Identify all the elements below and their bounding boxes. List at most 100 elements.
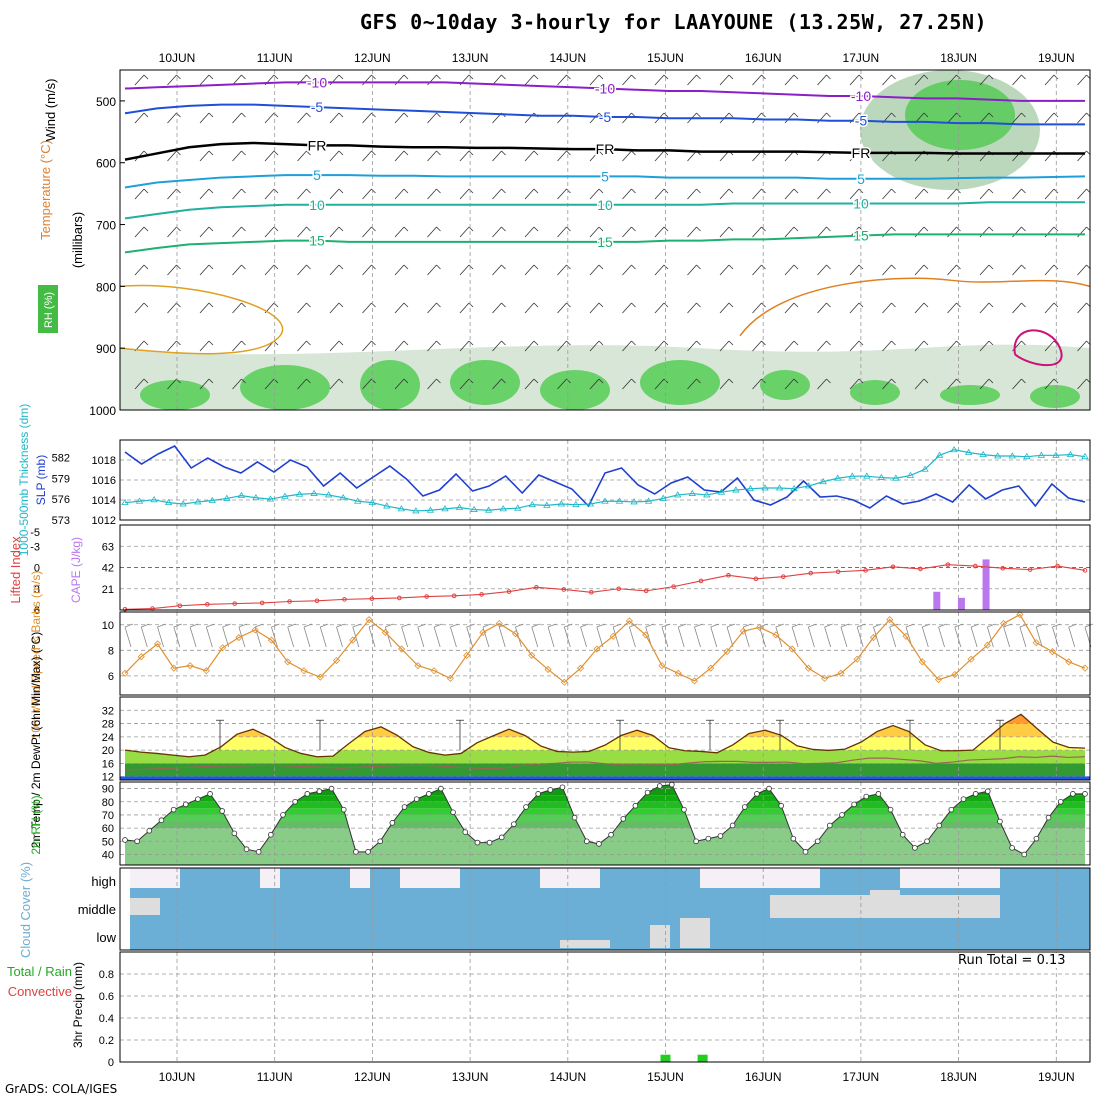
wind-barb — [817, 302, 827, 314]
temp-tick-28: 28 — [102, 719, 114, 731]
wind-barb — [1044, 264, 1055, 276]
wind-barb-flag — [208, 74, 214, 80]
wind-barb-flag — [1021, 378, 1026, 384]
axis-label: SLP (mb) — [34, 455, 48, 505]
wind-barb-flag — [338, 150, 344, 156]
thickness-point — [921, 465, 929, 472]
thickness-point — [266, 495, 275, 502]
wind-barb — [914, 188, 925, 200]
wind-speed-point — [1032, 639, 1040, 647]
wind-barb-flag — [468, 74, 474, 80]
rh-shade-green — [360, 360, 420, 410]
wind-barb-flag — [891, 188, 896, 194]
wind-barb-flag — [273, 264, 279, 270]
wind-speed-point — [625, 617, 633, 625]
wind-barb-flag — [857, 623, 866, 628]
wind-barb — [654, 226, 665, 238]
wind-barb — [264, 112, 275, 124]
wind-barb-flag — [385, 623, 394, 628]
wind-speed-point — [1000, 619, 1008, 628]
cloud-high-clear — [350, 868, 370, 888]
cloud-level-high: high — [91, 874, 116, 889]
wind-barb — [1012, 378, 1022, 390]
wind-barb-flag — [434, 623, 443, 628]
rh-point — [377, 838, 383, 845]
rh-point — [413, 796, 420, 802]
wind-barb — [329, 378, 340, 390]
rh-point — [219, 808, 226, 814]
wind-barb-flag — [1052, 623, 1061, 628]
wind-barb-flag — [306, 150, 311, 156]
thickness-point — [746, 484, 755, 492]
wind-barb — [329, 302, 340, 314]
rh-point — [681, 806, 687, 813]
top-date-13JUN: 13JUN — [452, 51, 489, 65]
wind-speed-point — [788, 645, 796, 653]
wind-barb-flag — [241, 150, 246, 156]
wind-barb-flag — [336, 623, 345, 628]
wind-barb — [1035, 626, 1043, 648]
wind-speed-point — [853, 655, 861, 663]
wind-barb — [459, 226, 470, 238]
rh-point — [790, 835, 797, 842]
wind-barb — [622, 112, 632, 124]
wind-barb — [492, 264, 502, 276]
wind-barb — [199, 188, 210, 200]
rh-point — [717, 833, 724, 839]
wind-speed-point — [1065, 658, 1073, 666]
rh-point — [511, 821, 517, 827]
wind-barb-flag — [891, 340, 896, 346]
wind-speed-point — [886, 616, 894, 624]
wind-barb — [817, 226, 827, 238]
wind-barb-flag — [645, 623, 654, 628]
wind-barb-flag — [436, 378, 441, 384]
rh-point — [292, 798, 298, 805]
chart-title: GFS 0~10day 3-hourly for LAAYOUNE (13.25… — [360, 10, 988, 34]
rh-point — [960, 796, 967, 802]
rh-point — [754, 791, 760, 797]
wind-barb-flag — [631, 74, 636, 80]
wind-barb-flag — [143, 302, 149, 308]
thickness-point — [1037, 451, 1046, 458]
wind-barb — [914, 74, 925, 86]
wind-barb — [199, 302, 210, 314]
panel-border — [119, 867, 1091, 951]
wind-barb — [167, 264, 177, 276]
wind-barb — [492, 226, 502, 238]
rh-point — [268, 831, 274, 838]
wind-barb — [856, 626, 864, 648]
wind-barb — [427, 188, 437, 200]
wind-barb-flag — [208, 264, 214, 270]
wind-barb-flag — [208, 302, 214, 308]
wind-speed-point — [690, 677, 699, 685]
wind-barb-flag — [826, 378, 831, 384]
wind-barb-flag — [743, 623, 752, 628]
wind-speed-point — [284, 658, 292, 666]
wind-barb-flag — [124, 623, 134, 628]
precip-panel-bg — [120, 952, 1090, 1062]
wind-barb-flag — [905, 623, 915, 628]
wind-barb-flag — [208, 188, 214, 194]
rh-point — [486, 839, 493, 846]
panel-border — [119, 951, 1091, 1063]
wind-barb-flag — [468, 188, 474, 194]
wind-barb-flag — [566, 340, 571, 346]
wind-barb — [1077, 340, 1087, 352]
wind-barb-flag — [728, 378, 734, 384]
li-point — [1000, 565, 1006, 571]
thickness-point — [557, 500, 566, 507]
li-point — [863, 568, 868, 573]
wind-barb-flag — [287, 623, 296, 628]
wind-barb-flag — [1068, 623, 1077, 628]
li-point — [1055, 563, 1060, 569]
wind-barb — [979, 112, 990, 124]
li-point — [753, 576, 759, 582]
wind-barb — [524, 264, 535, 276]
isotherm-label--5: -5 — [855, 113, 868, 129]
wind-barb — [970, 626, 978, 648]
rh-point — [814, 838, 821, 845]
wind-barb-flag — [241, 378, 246, 384]
thickness-point — [223, 494, 231, 501]
wind-barb — [661, 626, 669, 648]
